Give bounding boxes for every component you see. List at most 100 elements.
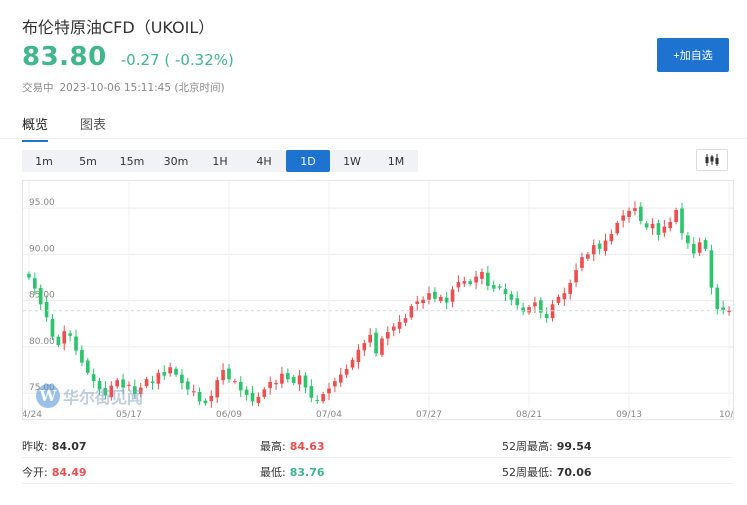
candle-body xyxy=(103,387,108,395)
interval-15m[interactable]: 15m xyxy=(119,154,145,168)
watermark-logo: W xyxy=(36,384,60,408)
stats-row: 昨收: 84.07 最高: 84.63 52周最高: 99.54 xyxy=(22,432,734,458)
candle-body xyxy=(338,374,343,383)
candle-body xyxy=(362,343,367,351)
candle-body xyxy=(621,215,625,221)
candle-body xyxy=(162,372,167,376)
candle-body xyxy=(74,336,78,351)
stat-value: 84.49 xyxy=(51,466,87,479)
add-to-watchlist-button[interactable]: +加自选 xyxy=(657,38,729,72)
candle-body xyxy=(680,208,684,234)
candle-body xyxy=(238,381,243,391)
candle-body xyxy=(185,381,190,390)
stat-label: 52周最低: xyxy=(502,466,553,479)
interval-1m[interactable]: 1m xyxy=(35,154,53,168)
interval-selector: 1m 5m 15m 30m 1H 4H 1D 1W 1M xyxy=(22,150,418,172)
candle-body xyxy=(80,349,84,363)
candle-body xyxy=(468,281,473,284)
candle-body xyxy=(515,298,520,306)
candle-body xyxy=(138,387,143,395)
interval-4h[interactable]: 4H xyxy=(256,154,272,168)
candle-body xyxy=(33,278,37,289)
candle-body xyxy=(256,396,261,403)
interval-5m[interactable]: 5m xyxy=(79,154,97,168)
timestamp: 2023-10-06 15:11:45 xyxy=(59,82,172,94)
candle-body xyxy=(721,307,725,310)
candle-body xyxy=(244,389,249,395)
stat-label: 最低: xyxy=(260,466,286,479)
candle-body xyxy=(609,234,614,242)
x-tick-label: 10/0 xyxy=(719,410,734,420)
page-tabs: 概览 图表 xyxy=(22,114,138,142)
tab-overview[interactable]: 概览 xyxy=(22,114,49,142)
candle-body xyxy=(56,336,61,346)
trading-status: 交易中 2023-10-06 15:11:45 (北京时间) xyxy=(22,80,225,95)
candle-body xyxy=(697,242,702,253)
candle-body xyxy=(121,379,125,388)
candle-body xyxy=(356,349,361,363)
price-chart[interactable]: 75.0080.0085.0090.0095.0004/2405/1706/09… xyxy=(22,180,734,420)
candle-body xyxy=(638,206,643,222)
candle-body xyxy=(180,374,184,383)
candle-body xyxy=(109,385,114,398)
candle-body xyxy=(574,270,578,283)
candle-body xyxy=(415,301,420,304)
interval-1w[interactable]: 1W xyxy=(343,154,361,168)
interval-1h[interactable]: 1H xyxy=(212,154,228,168)
candle-body xyxy=(321,394,325,402)
candle-body xyxy=(168,367,172,374)
candle-body xyxy=(350,359,355,368)
candle-body xyxy=(703,240,708,249)
timezone-label: (北京时间) xyxy=(174,82,225,94)
status-label: 交易中 xyxy=(22,82,54,94)
candle-body xyxy=(280,373,284,384)
candle-body xyxy=(97,381,102,390)
stat-label: 昨收: xyxy=(22,440,48,453)
candle-body xyxy=(274,382,278,385)
candle-body xyxy=(403,318,408,323)
candle-body xyxy=(386,332,390,339)
candle-body xyxy=(303,375,308,388)
stat-value: 84.63 xyxy=(289,440,325,453)
tab-chart[interactable]: 图表 xyxy=(80,118,107,133)
candle-body xyxy=(227,368,231,380)
tab-divider xyxy=(0,138,747,139)
candle-body xyxy=(633,208,637,211)
last-price: 83.80 xyxy=(22,42,107,72)
chart-type-button[interactable] xyxy=(696,149,728,171)
candle-body xyxy=(674,209,678,222)
candle-body xyxy=(486,272,490,286)
candle-body xyxy=(586,254,590,259)
candle-body xyxy=(480,271,484,279)
candle-body xyxy=(438,296,443,301)
interval-1mo[interactable]: 1M xyxy=(387,154,405,168)
candle-body xyxy=(38,287,43,305)
candle-body xyxy=(115,380,120,387)
candle-body xyxy=(450,289,455,302)
candle-body xyxy=(221,370,225,381)
candle-body xyxy=(250,392,255,402)
candle-body xyxy=(603,240,608,252)
candle-body xyxy=(644,223,649,228)
candle-body xyxy=(662,226,667,233)
candle-body xyxy=(709,250,714,288)
stat-high: 最高: 84.63 xyxy=(260,438,325,454)
price-change: -0.27 ( -0.32%) xyxy=(120,51,234,69)
interval-30m[interactable]: 30m xyxy=(163,154,189,168)
stat-value: 99.54 xyxy=(556,440,592,453)
candle-body xyxy=(444,297,449,303)
interval-1d[interactable]: 1D xyxy=(286,150,330,172)
candle-body xyxy=(50,318,55,337)
x-tick-label: 08/21 xyxy=(516,410,542,420)
x-tick-label: 09/13 xyxy=(616,410,642,420)
stat-value: 83.76 xyxy=(289,466,325,479)
candle-body xyxy=(397,321,402,329)
candle-body xyxy=(715,287,720,309)
candle-body xyxy=(333,381,337,387)
stat-open: 今开: 84.49 xyxy=(22,464,87,480)
candle-body xyxy=(533,302,537,307)
candle-body xyxy=(668,222,673,229)
candlestick-chart: 75.0080.0085.0090.0095.0004/2405/1706/09… xyxy=(23,181,734,420)
candle-body xyxy=(68,333,72,336)
candle-body xyxy=(344,369,349,375)
